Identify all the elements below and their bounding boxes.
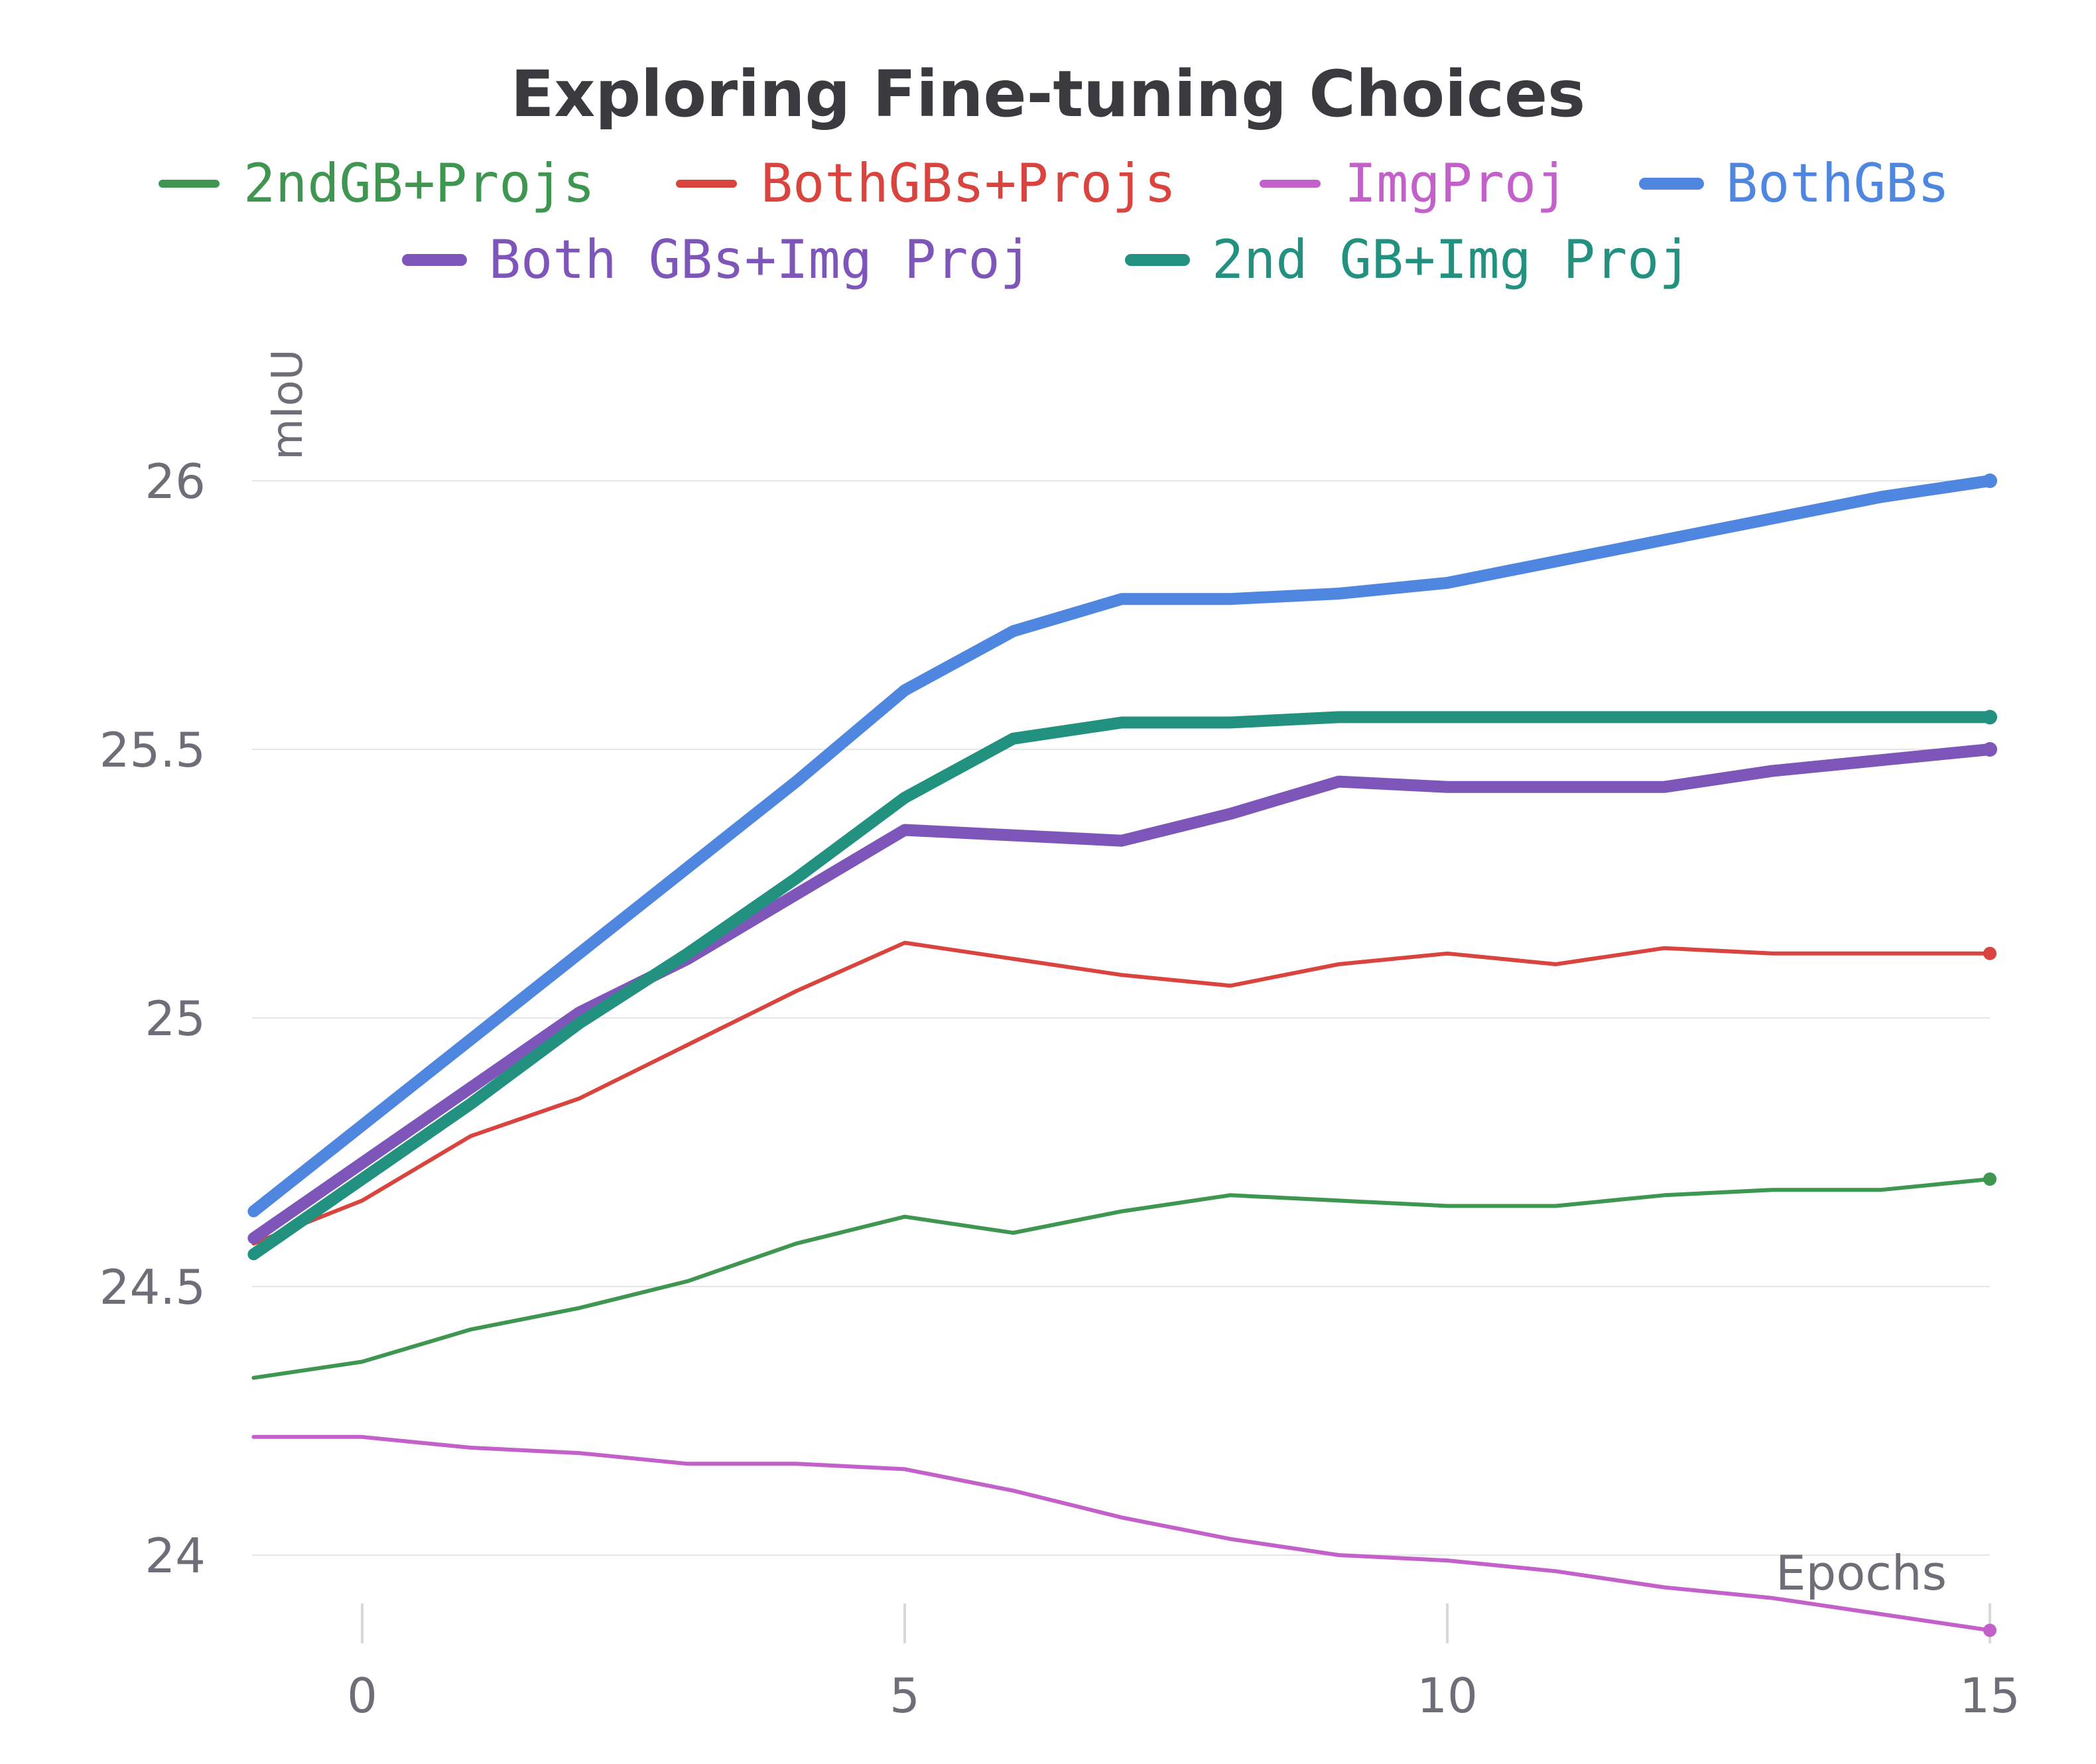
grid-lines xyxy=(252,480,1990,1556)
y-tick-label: 26 xyxy=(145,454,206,509)
x-tick-label: 0 xyxy=(347,1668,377,1724)
series-line xyxy=(247,743,1996,1245)
series-line xyxy=(251,940,1992,1246)
x-axis-label: Epochs xyxy=(1776,1545,1947,1601)
x-tick-label: 10 xyxy=(1417,1668,1478,1724)
series-end-point xyxy=(1983,710,1997,725)
y-tick-label: 25 xyxy=(145,991,206,1046)
series-line xyxy=(247,711,1996,1261)
y-tick-label: 24 xyxy=(145,1528,206,1584)
y-tick-label: 25.5 xyxy=(99,722,206,778)
y-axis-label: mIoU xyxy=(263,349,312,460)
y-axis: 24 24.5 25 25.5 26 xyxy=(99,454,206,1584)
series-line xyxy=(251,1177,1992,1380)
legend-label: 2ndGB+Projs xyxy=(243,153,595,214)
series-end-point xyxy=(1983,742,1997,757)
legend-label: Both GBs+Img Proj xyxy=(489,229,1032,290)
legend-label: BothGBs xyxy=(1726,153,1949,214)
x-tick-label: 15 xyxy=(1959,1668,2020,1724)
series-end-point xyxy=(1983,1172,1997,1186)
chart-legend: 2ndGB+Projs BothGBs+Projs ImgProj BothGBs Bo… xyxy=(159,153,1949,290)
series-end-point xyxy=(1983,1623,1997,1637)
legend-label: BothGBs+Projs xyxy=(761,153,1176,214)
x-tick-label: 5 xyxy=(889,1668,920,1724)
x-axis: 0 5 10 15 xyxy=(347,1604,2020,1724)
series-line xyxy=(251,1434,1992,1633)
series-end-point xyxy=(1983,473,1997,488)
series-lines xyxy=(247,473,1997,1637)
series-line xyxy=(247,475,1996,1218)
legend-label: 2nd GB+Img Proj xyxy=(1212,229,1691,290)
series-end-point xyxy=(1983,946,1997,960)
legend-label: ImgProj xyxy=(1344,153,1568,214)
y-tick-label: 24.5 xyxy=(99,1259,206,1315)
chart-title: Exploring Fine-tuning Choices xyxy=(511,57,1585,131)
